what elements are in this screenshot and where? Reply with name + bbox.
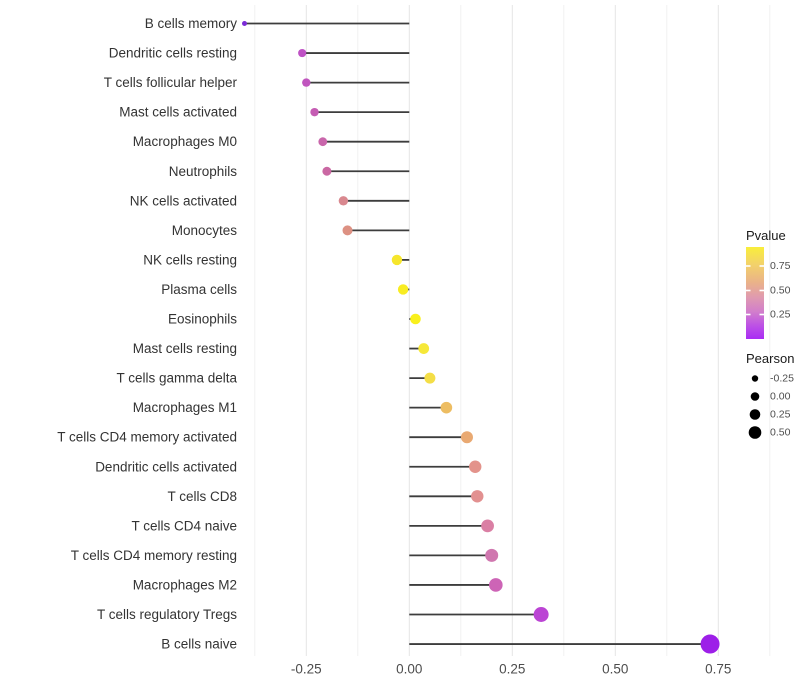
pearson-tick-label: 0.25 — [770, 409, 791, 421]
category-label: B cells naive — [161, 637, 237, 652]
category-label: Dendritic cells activated — [95, 459, 237, 474]
lollipop-dot — [318, 137, 328, 147]
pearson-size-dot — [751, 375, 759, 382]
colorbar-tick — [746, 265, 751, 267]
colorbar-tick — [746, 313, 751, 316]
category-label: T cells CD4 naive — [131, 518, 237, 533]
category-label: Dendritic cells resting — [109, 46, 237, 61]
lollipop-dot — [310, 107, 319, 117]
pearson-legend-title: Pearson — [746, 351, 794, 366]
category-label: T cells CD4 memory resting — [71, 548, 237, 563]
x-tick-label: 0.50 — [602, 662, 628, 677]
pvalue-tick-label: 0.50 — [770, 285, 791, 297]
pearson-size-dot — [750, 392, 760, 401]
pvalue-legend-title: Pvalue — [746, 228, 786, 243]
x-tick-label: 0.00 — [396, 662, 422, 677]
category-label: T cells gamma delta — [116, 371, 237, 386]
pvalue-tick-label: 0.25 — [770, 309, 791, 321]
lollipop-dot — [489, 578, 503, 592]
lollipop-dot — [424, 372, 436, 384]
category-label: T cells CD4 memory activated — [57, 430, 237, 445]
category-label: Mast cells activated — [119, 105, 237, 120]
pvalue-tick-label: 0.75 — [770, 260, 791, 272]
category-label: Eosinophils — [168, 312, 237, 327]
pearson-size-dot — [748, 426, 762, 439]
category-label: Macrophages M1 — [133, 400, 237, 415]
category-label: B cells memory — [145, 16, 238, 31]
lollipop-dot — [410, 313, 421, 325]
lollipop-dot — [469, 460, 482, 473]
category-label: Plasma cells — [161, 282, 237, 297]
category-label: Macrophages M0 — [133, 134, 237, 149]
pearson-tick-label: 0.00 — [770, 391, 791, 403]
lollipop-dot — [298, 48, 307, 58]
x-tick-label: 0.75 — [705, 662, 731, 677]
lollipop-dot — [460, 431, 473, 444]
lollipop-dot — [391, 254, 403, 266]
lollipop-dot — [471, 490, 484, 503]
lollipop-dot — [440, 401, 453, 414]
lollipop-dot — [418, 343, 430, 354]
pearson-tick-label: 0.50 — [770, 427, 791, 439]
category-label: T cells regulatory Tregs — [97, 607, 237, 622]
x-tick-label: 0.25 — [499, 662, 525, 677]
colorbar-tick — [759, 265, 764, 267]
lollipop-dot — [533, 607, 549, 622]
lollipop-dot — [700, 634, 720, 654]
category-label: NK cells activated — [130, 193, 237, 208]
lollipop-dot — [322, 166, 332, 176]
pearson-tick-label: -0.25 — [770, 373, 794, 385]
pvalue-colorbar — [746, 247, 764, 339]
category-label: NK cells resting — [143, 252, 237, 267]
lollipop-dot — [481, 519, 494, 533]
lollipop-dot — [397, 284, 409, 295]
lollipop-dot — [338, 196, 349, 206]
pearson-size-dot — [749, 409, 761, 420]
category-label: Monocytes — [172, 223, 238, 238]
category-label: Neutrophils — [169, 164, 238, 179]
colorbar-tick — [759, 289, 764, 292]
lollipop-dot — [242, 21, 247, 26]
x-tick-label: -0.25 — [291, 662, 322, 677]
colorbar-tick — [746, 289, 751, 292]
lollipop-dot — [342, 225, 353, 236]
lollipop-dot — [302, 78, 311, 87]
category-label: T cells follicular helper — [104, 75, 238, 90]
category-label: Mast cells resting — [133, 341, 237, 356]
colorbar-tick — [759, 313, 764, 316]
lollipop-dot — [485, 548, 499, 562]
category-label: Macrophages M2 — [133, 577, 237, 592]
category-label: T cells CD8 — [167, 489, 237, 504]
